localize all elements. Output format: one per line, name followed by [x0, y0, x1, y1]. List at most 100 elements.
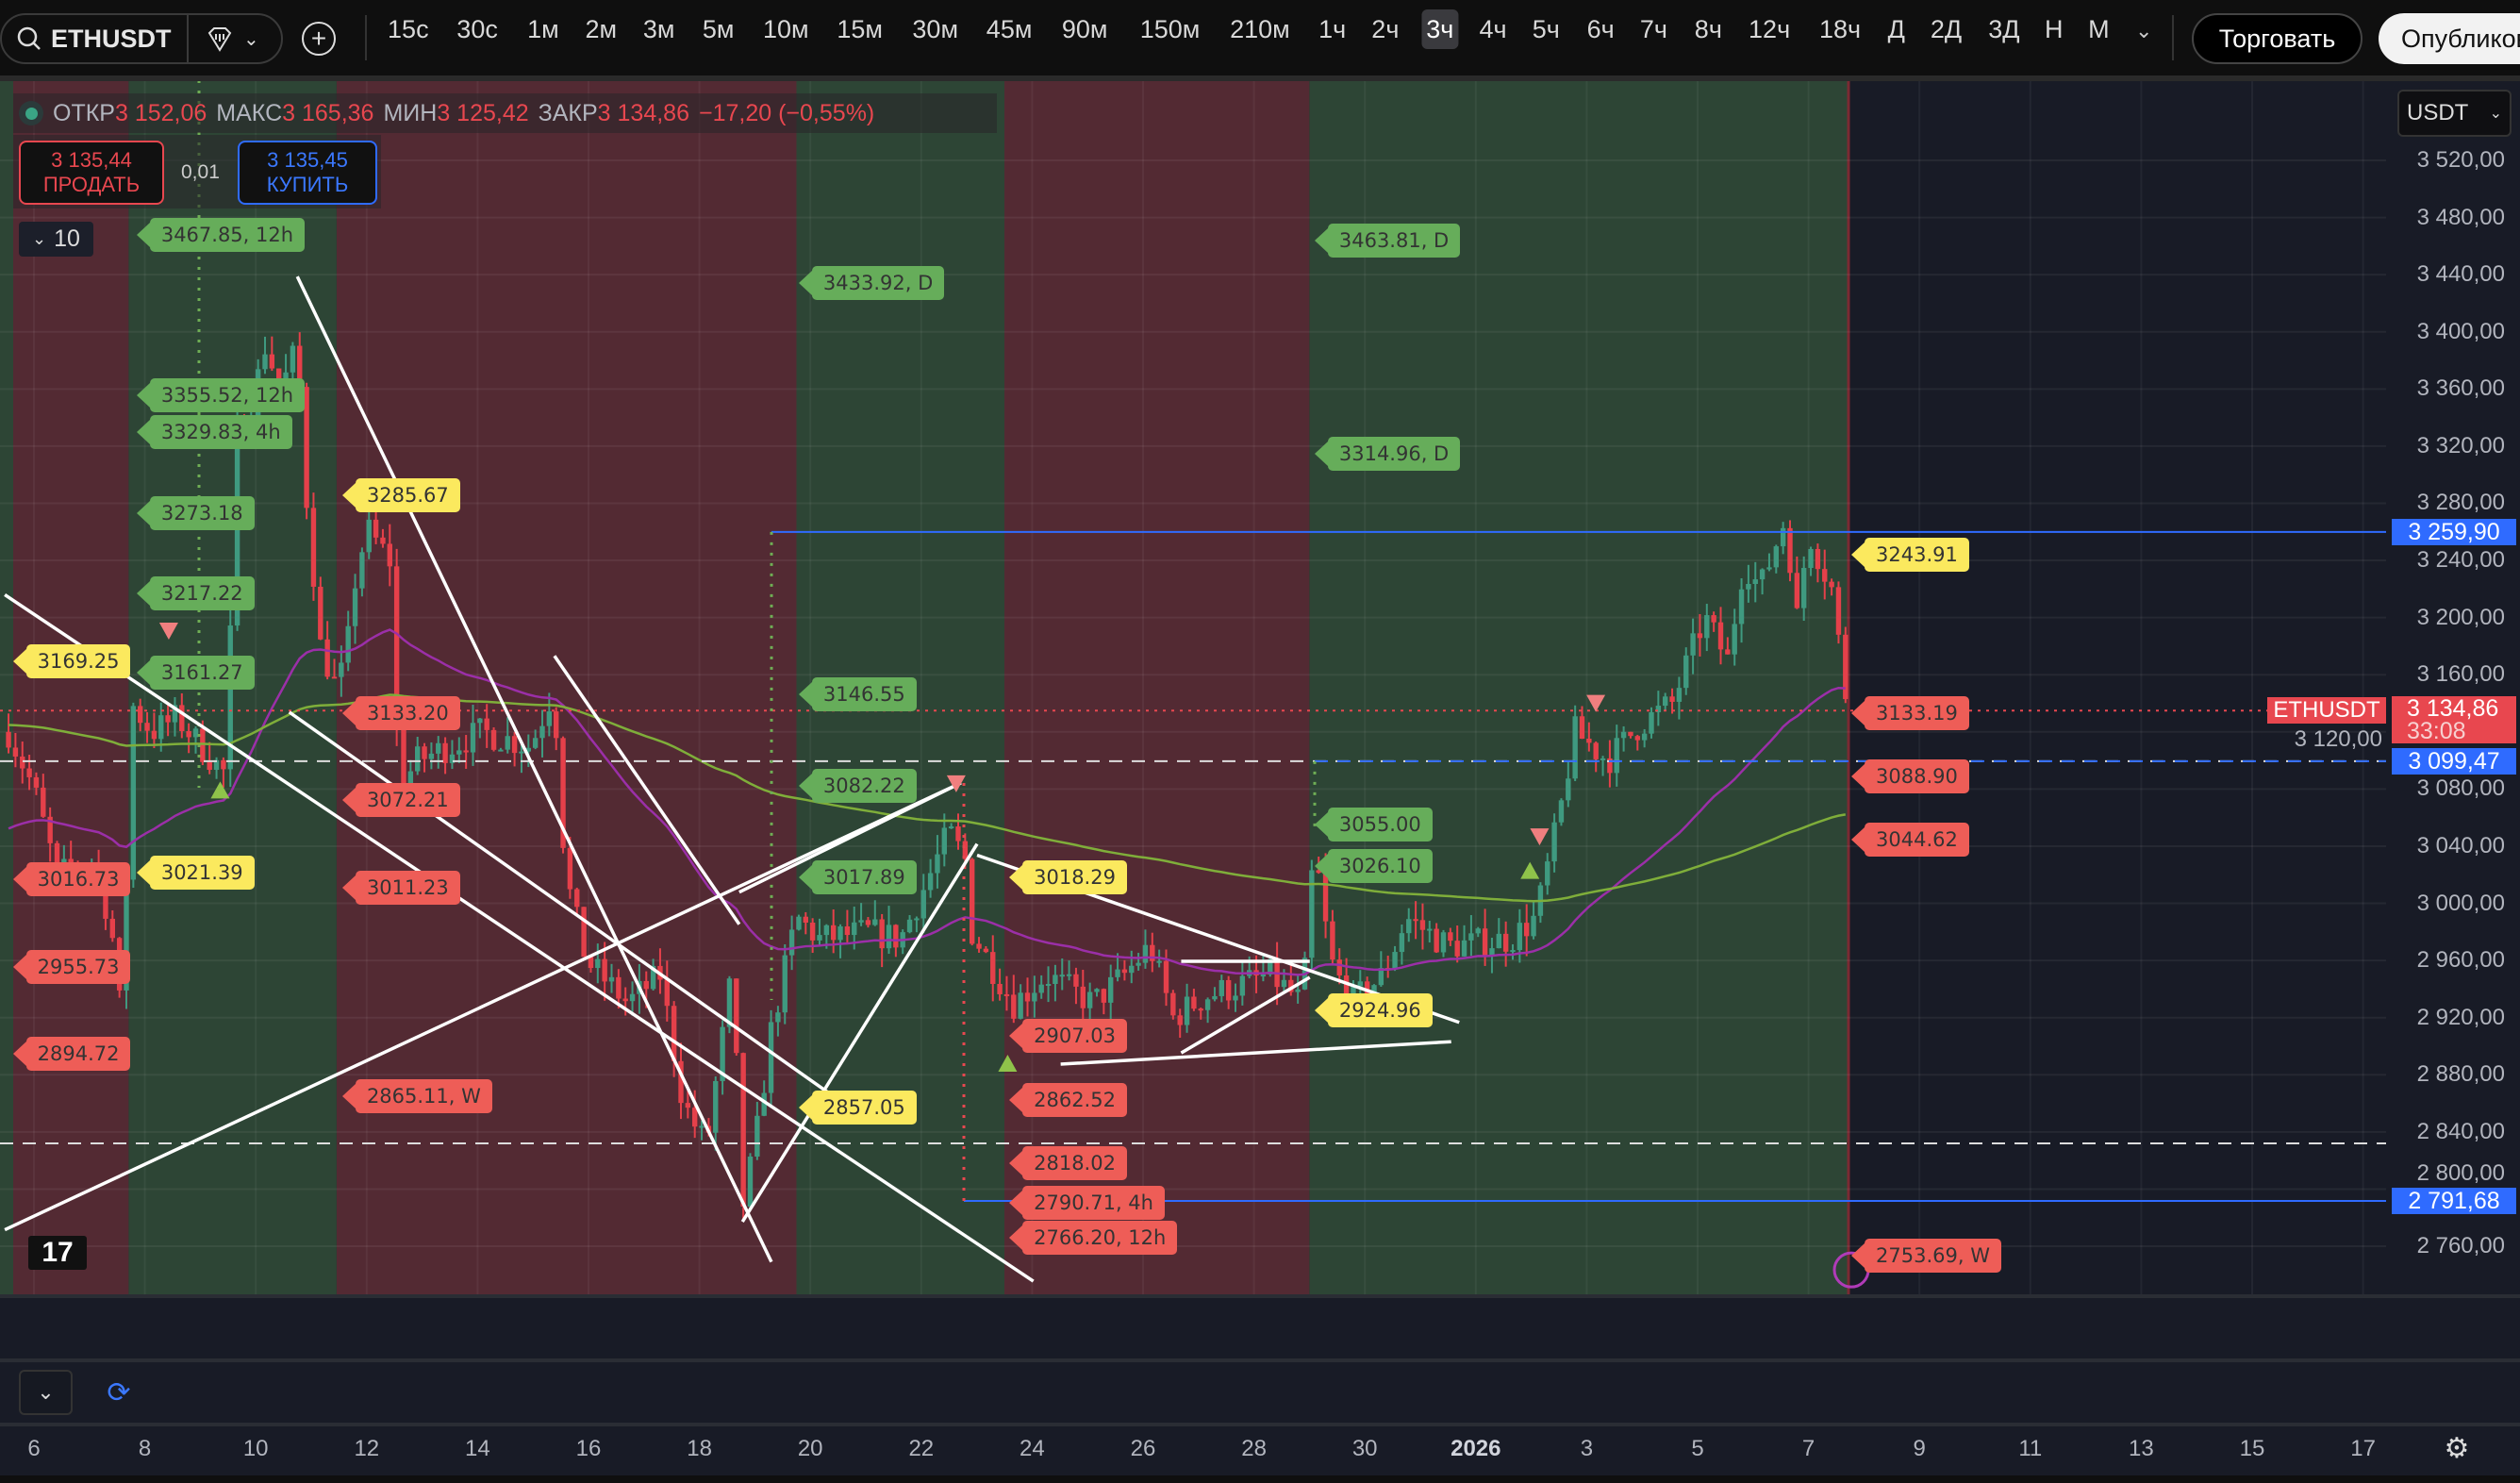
price-tick: 3 360,00 — [2416, 375, 2505, 402]
pane-collapse-button[interactable]: ⌄ — [19, 1370, 73, 1415]
time-tick: 30 — [1351, 1436, 1378, 1461]
interval-210м[interactable]: 210м — [1230, 15, 1290, 43]
candle-body — [1413, 919, 1418, 922]
candle-body — [519, 751, 524, 754]
time-tick: 9 — [1913, 1436, 1926, 1461]
interval-3м[interactable]: 3м — [642, 15, 675, 43]
trend-line — [553, 655, 741, 925]
add-symbol-button[interactable]: + — [302, 22, 336, 56]
candle-body — [1566, 778, 1571, 801]
candle-body — [809, 922, 816, 941]
trend-line — [1060, 1040, 1451, 1066]
interval-8ч[interactable]: 8ч — [1694, 15, 1722, 43]
interval-М[interactable]: М — [2088, 15, 2110, 43]
candle-body — [1045, 984, 1052, 986]
interval-1м[interactable]: 1м — [527, 15, 559, 43]
candle-body — [1496, 933, 1501, 949]
interval-Д[interactable]: Д — [1887, 15, 1905, 43]
price-tick: 3 000,00 — [2416, 890, 2505, 916]
diamond-icon[interactable] — [206, 25, 234, 53]
candle-body — [1427, 928, 1433, 931]
trend-line — [4, 781, 962, 1232]
interval-15м[interactable]: 15м — [837, 15, 883, 43]
interval-Н[interactable]: Н — [2044, 15, 2064, 43]
interval-3ч[interactable]: 3ч — [1421, 9, 1459, 49]
settings-gear-icon[interactable]: ⚙ — [2444, 1432, 2470, 1464]
candle-body — [304, 387, 309, 508]
interval-45м[interactable]: 45м — [986, 15, 1033, 43]
interval-6ч[interactable]: 6ч — [1586, 15, 1615, 43]
symbol-search[interactable]: ETHUSDT ⌄ — [0, 13, 283, 64]
interval-4ч[interactable]: 4ч — [1479, 15, 1507, 43]
candle-body — [283, 372, 289, 384]
candle-body — [983, 948, 989, 953]
time-tick: 13 — [2129, 1436, 2154, 1461]
trend-line — [1180, 975, 1311, 1055]
pane-separator[interactable] — [0, 1358, 2520, 1362]
sell-button[interactable]: 3 135,44 ПРОДАТЬ — [19, 141, 164, 205]
time-axis[interactable] — [0, 1426, 2520, 1475]
ma-fast-line — [8, 628, 1846, 976]
candle-body — [352, 588, 358, 626]
candle-body — [1419, 920, 1426, 930]
trend-line — [4, 593, 1035, 1283]
candle-body — [262, 354, 268, 370]
interval-2м[interactable]: 2м — [585, 15, 618, 43]
candle-body — [1225, 979, 1232, 1001]
candle-body — [428, 753, 435, 759]
sell-price: 3 135,44 — [51, 148, 132, 172]
price-label-green: 3467.85, 12h — [136, 217, 306, 252]
refresh-icon[interactable]: ⟳ — [107, 1376, 131, 1408]
candle-body — [1669, 696, 1675, 702]
intervals-more-chevron-icon[interactable]: ⌄ — [2135, 19, 2153, 42]
indicators-toggle[interactable]: ⌄ 10 — [19, 222, 93, 257]
chevron-down-icon[interactable]: ⌄ — [243, 28, 259, 50]
interval-5м[interactable]: 5м — [702, 15, 735, 43]
trade-button[interactable]: Торговать — [2192, 13, 2362, 64]
interval-1ч[interactable]: 1ч — [1318, 15, 1347, 43]
currency-select[interactable]: USDT ⌄ — [2397, 90, 2512, 137]
candle-body — [893, 925, 899, 948]
price-label-green: 3355.52, 12h — [136, 378, 306, 413]
candle-body — [6, 731, 11, 748]
candle-body — [525, 747, 531, 752]
interval-30с[interactable]: 30с — [456, 15, 498, 43]
interval-18ч[interactable]: 18ч — [1819, 15, 1862, 43]
candle-body — [906, 919, 913, 933]
publish-button[interactable]: Опубликовать — [2379, 13, 2520, 64]
interval-150м[interactable]: 150м — [1139, 15, 1201, 43]
interval-12ч[interactable]: 12ч — [1749, 15, 1791, 43]
interval-30м[interactable]: 30м — [912, 15, 959, 43]
interval-10м[interactable]: 10м — [762, 15, 809, 43]
candle-body — [554, 711, 559, 739]
interval-3Д[interactable]: 3Д — [1988, 15, 2020, 43]
interval-5ч[interactable]: 5ч — [1532, 15, 1560, 43]
candle-body — [1475, 928, 1481, 934]
tradingview-logo[interactable]: 17 — [28, 1236, 87, 1270]
sell-signal-icon — [946, 775, 966, 792]
high-label: МАКС — [216, 99, 283, 126]
chevron-down-icon: ⌄ — [37, 1380, 55, 1404]
interval-2Д[interactable]: 2Д — [1930, 15, 1963, 43]
buy-button[interactable]: 3 135,45 КУПИТЬ — [238, 141, 377, 205]
candle-body — [1204, 999, 1211, 1010]
candle-body — [151, 730, 158, 740]
candle-body — [1142, 944, 1149, 963]
candle-body — [200, 728, 206, 762]
interval-2ч[interactable]: 2ч — [1371, 15, 1400, 43]
candle-body — [1177, 1015, 1183, 1025]
price-label-green: 3433.92, D — [798, 266, 945, 301]
candle-body — [179, 705, 185, 732]
interval-90м[interactable]: 90м — [1061, 15, 1108, 43]
price-label-red: 3044.62 — [1851, 822, 1969, 857]
time-tick: 24 — [1020, 1436, 1045, 1461]
interval-7ч[interactable]: 7ч — [1639, 15, 1667, 43]
candle-body — [1281, 979, 1287, 988]
candle-body — [775, 1012, 781, 1023]
candle-body — [1738, 589, 1745, 625]
interval-15с[interactable]: 15с — [388, 15, 429, 43]
pane-separator[interactable] — [0, 1294, 2520, 1298]
price-label-red: 2862.52 — [1009, 1082, 1127, 1117]
candle-body — [407, 771, 414, 791]
